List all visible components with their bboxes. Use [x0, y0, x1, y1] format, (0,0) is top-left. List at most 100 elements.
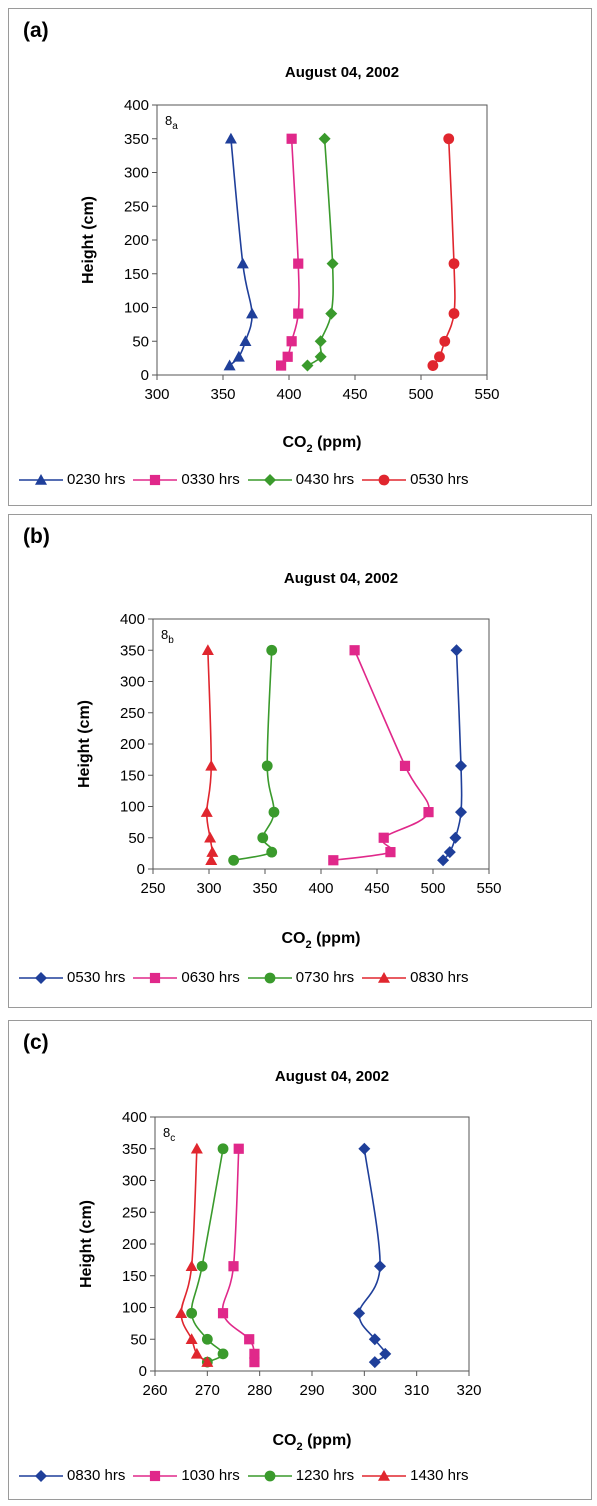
chart-title: August 04, 2002 — [285, 64, 399, 81]
data-point — [379, 1347, 392, 1360]
x-tick-label: 260 — [142, 1382, 167, 1399]
chart-panel-a: (a) August 04, 2002 300 350 400 450 500 550 0 50… — [8, 8, 592, 506]
y-tick-label: 350 — [120, 642, 145, 659]
data-point — [217, 1348, 229, 1360]
y-tick-label: 250 — [122, 1204, 147, 1221]
legend-marker — [378, 1469, 391, 1481]
legend-label: 0830 hrs — [67, 1467, 126, 1484]
data-point — [455, 759, 467, 772]
legend-swatch — [362, 1469, 407, 1481]
legend-swatch — [362, 474, 407, 485]
legend-swatch — [133, 1470, 178, 1481]
data-point — [204, 831, 217, 843]
x-tick-label: 400 — [276, 386, 301, 403]
data-point — [423, 807, 434, 818]
y-tick-label: 100 — [120, 799, 145, 816]
chart-panel-b: (b) August 04, 2002 250 300 350 400 450 500 550… — [8, 514, 592, 1008]
legend-marker — [150, 474, 161, 485]
series-line — [358, 1148, 387, 1363]
series-line — [221, 1148, 256, 1363]
inset-label: 8b — [161, 627, 174, 646]
x-tick-label: 320 — [456, 1382, 481, 1399]
legend-swatch — [247, 972, 292, 983]
series-2 — [301, 132, 339, 372]
data-point — [434, 351, 445, 363]
data-point — [318, 132, 331, 145]
data-point — [186, 1307, 198, 1319]
series-line — [205, 650, 214, 861]
series-line — [333, 649, 430, 862]
data-point — [236, 257, 249, 269]
data-point — [190, 1347, 203, 1359]
series-3 — [200, 644, 219, 866]
legend-item: 0230 hrs — [19, 471, 125, 488]
legend-marker — [150, 1470, 161, 1481]
legend: 0830 hrs 1030 hrs 1230 hrs 1430 hrs — [19, 1467, 477, 1484]
y-tick-label: 400 — [124, 97, 149, 114]
plot-area — [156, 104, 488, 376]
data-point — [455, 806, 467, 819]
y-tick-label: 200 — [120, 736, 145, 753]
series-3 — [175, 1142, 214, 1367]
data-point — [301, 359, 314, 372]
x-tick-label: 450 — [342, 386, 367, 403]
data-point — [266, 644, 278, 656]
legend-swatch — [19, 473, 63, 485]
series-2 — [186, 1143, 229, 1368]
data-point — [190, 1142, 203, 1154]
x-tick-label: 280 — [247, 1382, 272, 1399]
x-axis-label: CO2 (ppm) — [273, 1432, 352, 1453]
data-point — [314, 335, 327, 348]
y-tick-label: 250 — [124, 198, 149, 215]
series-line — [280, 138, 300, 367]
chart-panel-c: (c) August 04, 2002 260 270 280 290 300 310 320… — [8, 1020, 592, 1500]
legend-marker — [264, 972, 276, 983]
legend-swatch — [133, 972, 178, 983]
series-1 — [328, 645, 434, 866]
legend-label: 0430 hrs — [295, 471, 355, 488]
data-point — [443, 846, 456, 859]
panel-label: (b) — [23, 525, 50, 548]
data-point — [378, 832, 389, 843]
legend-swatch — [133, 474, 178, 485]
data-point — [328, 855, 339, 866]
legend-label: 1430 hrs — [410, 1467, 469, 1484]
legend-label: 0530 hrs — [410, 471, 469, 488]
legend-swatch — [247, 473, 292, 486]
data-point — [201, 644, 214, 656]
x-tick-label: 270 — [195, 1382, 220, 1399]
x-tick-label: 250 — [140, 880, 165, 897]
legend-marker — [264, 1470, 276, 1481]
data-point — [314, 350, 327, 363]
legend-label: 0230 hrs — [67, 471, 126, 488]
legend-swatch — [19, 1469, 63, 1482]
legend: 0230 hrs 0330 hrs 0430 hrs 0530 hrs — [19, 471, 477, 488]
data-point — [266, 846, 278, 858]
data-point — [374, 1260, 387, 1273]
data-point — [293, 308, 304, 319]
chart-svg-b: August 04, 2002 250 300 350 400 450 500 550 0 50 1… — [76, 570, 502, 951]
data-point — [286, 336, 297, 347]
data-point — [326, 257, 339, 270]
y-tick-label: 100 — [122, 1300, 147, 1317]
data-point — [185, 1333, 198, 1345]
legend-item: 1230 hrs — [247, 1467, 354, 1484]
data-point — [353, 1307, 366, 1320]
legend-swatch — [362, 971, 407, 983]
legend-marker — [378, 971, 391, 983]
x-axis-label: CO2 (ppm) — [283, 434, 362, 455]
data-point — [217, 1308, 229, 1319]
y-axis-label: Height (cm) — [76, 700, 93, 788]
data-point — [399, 760, 411, 771]
data-point — [450, 644, 463, 657]
legend-label: 0730 hrs — [295, 969, 355, 986]
y-tick-label: 300 — [124, 165, 149, 182]
x-tick-label: 290 — [299, 1382, 324, 1399]
y-tick-label: 200 — [122, 1236, 147, 1253]
data-point — [239, 335, 252, 347]
legend-item: 0330 hrs — [133, 471, 240, 488]
series-0 — [353, 1142, 392, 1369]
legend-swatch — [247, 1470, 292, 1481]
series-line — [442, 650, 463, 861]
x-tick-label: 300 — [352, 1382, 377, 1399]
